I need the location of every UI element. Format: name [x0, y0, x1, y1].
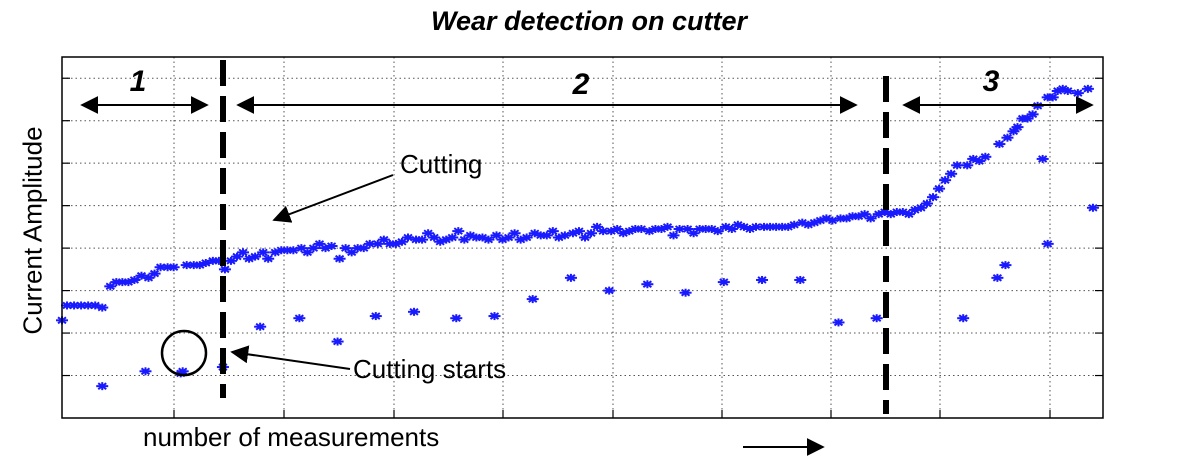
data-point [237, 248, 250, 257]
data-point [96, 303, 109, 312]
data-point [1061, 86, 1074, 95]
data-point [870, 314, 883, 323]
data-point [452, 227, 465, 236]
data-point [325, 241, 338, 250]
data-point [1071, 89, 1084, 98]
data-point [295, 244, 308, 253]
data-point [377, 235, 390, 244]
data-point [450, 314, 463, 323]
data-point [864, 214, 877, 223]
data-point [667, 231, 680, 240]
data-point [961, 161, 974, 170]
data-point [249, 252, 262, 261]
data-point [333, 254, 346, 263]
data-point [369, 312, 382, 321]
data-point [679, 288, 692, 297]
cutting-starts-callout-arrow [230, 345, 351, 370]
data-point [1081, 84, 1094, 93]
cutting-callout-arrow [272, 174, 394, 223]
data-point [572, 227, 585, 236]
chart-title: Wear detection on cutter [430, 6, 748, 36]
data-point [363, 239, 376, 248]
segment-label-2: 2 [572, 68, 590, 101]
cutting-label: Cutting [400, 149, 482, 179]
data-point [446, 233, 459, 242]
data-point [991, 273, 1004, 282]
x-axis-label: number of measurements [143, 422, 440, 452]
data-point [1041, 239, 1054, 248]
data-point [717, 278, 730, 287]
data-point [945, 169, 958, 178]
data-point [257, 248, 270, 257]
data-point [488, 312, 501, 321]
data-point [756, 275, 769, 284]
data-point [293, 314, 306, 323]
data-point [1011, 123, 1024, 132]
data-point [750, 222, 762, 231]
data-point [605, 227, 618, 236]
data-point [520, 233, 533, 242]
data-point [939, 176, 952, 185]
data-point [957, 314, 970, 323]
data-point [254, 322, 267, 331]
data-point [951, 161, 964, 170]
data-point [546, 227, 559, 236]
data-point [927, 193, 940, 202]
cutting-start-circle [160, 329, 208, 377]
data-point [585, 229, 598, 238]
cutting-starts-label: Cutting starts [353, 354, 506, 384]
plot-frame [61, 56, 1104, 419]
data-point [167, 263, 180, 272]
data-point [711, 227, 724, 236]
data-point [139, 367, 152, 376]
data-point [999, 261, 1012, 270]
data-point [96, 382, 109, 391]
data-point [979, 152, 992, 161]
data-point [331, 337, 344, 346]
data-point [470, 233, 483, 242]
data-point [832, 318, 845, 327]
data-point [641, 280, 654, 289]
data-point [1001, 133, 1014, 142]
data-point [218, 265, 231, 274]
data-point [920, 199, 933, 208]
segment-label-1: 1 [130, 65, 147, 98]
data-point [603, 286, 616, 295]
data-points [56, 84, 1099, 391]
data-point [508, 229, 521, 238]
data-point [408, 307, 421, 316]
data-point [526, 295, 539, 304]
data-point [1086, 203, 1099, 212]
data-point [661, 222, 674, 231]
data-point [564, 273, 577, 282]
data-point [993, 140, 1006, 149]
data-point [794, 275, 807, 284]
segment-label-3: 3 [983, 65, 1000, 98]
data-point [416, 235, 429, 244]
data-point [262, 254, 275, 263]
data-point [1036, 154, 1049, 163]
data-point [933, 184, 946, 193]
data-point [148, 269, 161, 278]
data-point [482, 235, 495, 244]
